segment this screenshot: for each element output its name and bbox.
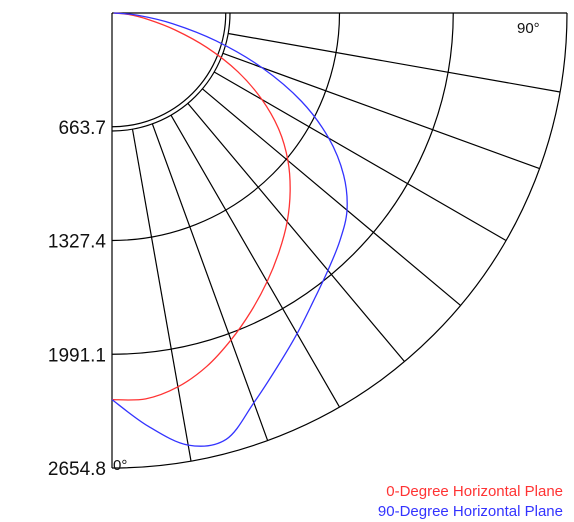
grid-spoke-70 xyxy=(222,52,540,170)
series-group xyxy=(111,12,348,447)
grid-arc-4 xyxy=(111,12,568,469)
radial-ticks: 663.7 1327.4 1991.1 2654.8 xyxy=(48,118,107,480)
grid-arc-0 xyxy=(111,12,231,132)
grid-arc-2 xyxy=(111,12,341,242)
radial-tick-label-3: 2654.8 xyxy=(48,459,106,480)
grid-spoke-30 xyxy=(170,114,341,408)
legend-entry-0: 0-Degree Horizontal Plane xyxy=(386,483,563,500)
grid-arc-3 xyxy=(111,12,454,355)
grid-arc-1 xyxy=(111,12,227,128)
angle-label-end: 90° xyxy=(517,20,540,37)
radial-tick-label-2: 1991.1 xyxy=(48,345,106,366)
grid-spoke-10 xyxy=(131,129,192,462)
series-line-0 xyxy=(111,12,291,401)
grid-spoke-50 xyxy=(202,88,461,306)
grid-spoke-60 xyxy=(213,71,507,242)
legend-entry-1: 90-Degree Horizontal Plane xyxy=(378,503,563,520)
series-line-1 xyxy=(111,12,348,447)
grid-spoke-20 xyxy=(151,123,269,441)
grid-spoke-80 xyxy=(228,32,561,93)
radial-tick-label-1: 1327.4 xyxy=(48,232,107,253)
grid-spoke-40 xyxy=(187,103,405,362)
angle-label-start: 0° xyxy=(113,457,127,474)
radial-tick-label-0: 663.7 xyxy=(58,118,106,139)
